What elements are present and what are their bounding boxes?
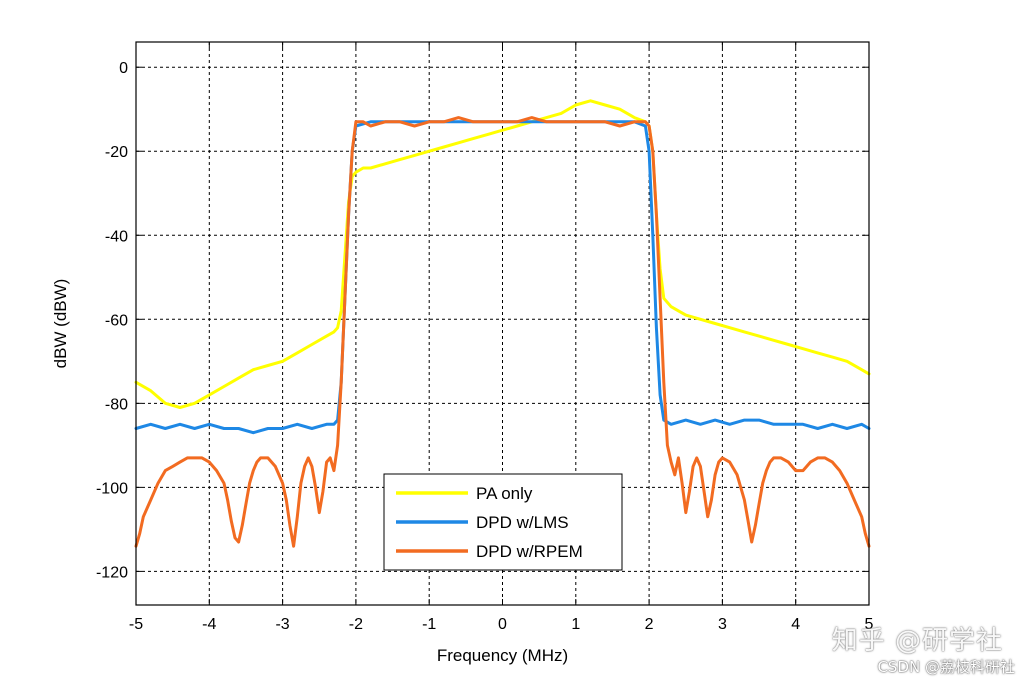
- x-tick-label: -1: [422, 616, 436, 633]
- tick-layer: -5 -4 -3 -2 -1 0 1 2 3 4 5 0 -20 -40 -60 -80 -100 -120: [96, 42, 874, 633]
- y-tick-label: -100: [96, 480, 128, 497]
- x-tick-label: 5: [865, 616, 874, 633]
- y-tick-label: -80: [105, 396, 128, 413]
- zhihu-watermark: 知乎 @研学社: [831, 626, 1003, 656]
- legend: PA only DPD w/LMS DPD w/RPEM: [383, 473, 623, 571]
- y-tick-label: -60: [105, 312, 128, 329]
- legend-label: PA only: [476, 484, 533, 503]
- x-tick-label: -3: [275, 616, 289, 633]
- legend-label: DPD w/LMS: [476, 513, 569, 532]
- x-tick-label: 0: [498, 616, 507, 633]
- x-tick-label: 1: [571, 616, 580, 633]
- series-line-1: [134, 99, 871, 409]
- y-tick-label: -20: [105, 144, 128, 161]
- y-axis-label: dBW (dBW): [51, 279, 70, 369]
- legend-label: DPD w/RPEM: [476, 542, 583, 561]
- x-tick-label: -2: [349, 616, 363, 633]
- x-tick-label: 4: [791, 616, 800, 633]
- csdn-watermark: CSDN @荔枝科研社: [877, 658, 1015, 676]
- series-line-3: [134, 116, 871, 548]
- series-layer: [134, 99, 871, 548]
- x-tick-label: 2: [645, 616, 654, 633]
- y-tick-label: 0: [119, 60, 128, 77]
- x-tick-label: 3: [718, 616, 727, 633]
- x-tick-label: -5: [129, 616, 143, 633]
- y-tick-label: -40: [105, 228, 128, 245]
- x-axis-label: Frequency (MHz): [437, 646, 568, 665]
- x-tick-label: -4: [202, 616, 216, 633]
- y-tick-label: -120: [96, 564, 128, 581]
